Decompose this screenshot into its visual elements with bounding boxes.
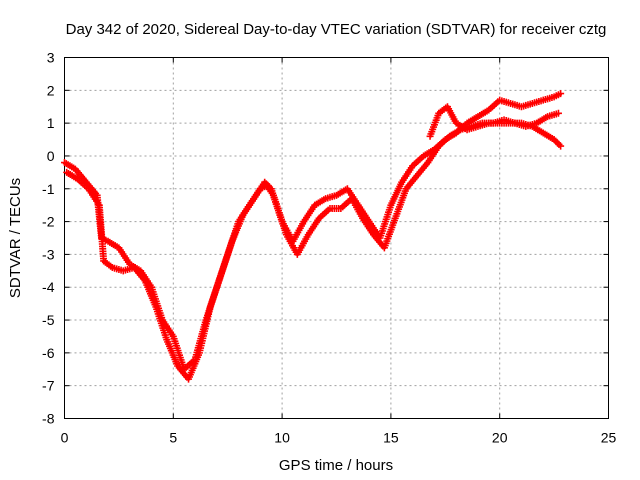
y-tick-label: -2 [42,214,55,230]
y-tick-label: 0 [47,148,55,164]
x-axis-label: GPS time / hours [279,457,393,474]
x-tick-label: 25 [601,430,617,446]
x-axis-tick-labels: 0 5 10 15 20 25 [61,430,617,446]
x-tick-label: 20 [492,430,508,446]
grid-lines [64,57,609,419]
y-axis-label: SDTVAR / TECUs [7,178,24,298]
y-tick-label: -1 [42,181,55,197]
y-tick-label: -8 [42,411,55,427]
y-tick-label: -7 [42,378,55,394]
x-tick-label: 0 [61,430,69,446]
chart-title: Day 342 of 2020, Sidereal Day-to-day VTE… [66,21,607,38]
data-point [553,139,561,147]
y-tick-label: 2 [47,82,55,98]
data-points [61,90,565,383]
x-tick-label: 5 [169,430,177,446]
y-tick-label: -3 [42,246,55,262]
x-tick-label: 10 [274,430,290,446]
data-point [557,142,565,150]
y-tick-label: -6 [42,345,55,361]
y-axis-tick-labels: -8 -7 -6 -5 -4 -3 -2 -1 0 1 2 3 [42,50,55,427]
x-tick-label: 15 [383,430,399,446]
plot-frame [64,57,609,419]
data-point [557,90,565,98]
axis-ticks [64,57,609,419]
y-tick-label: 1 [47,115,55,131]
y-tick-label: -4 [42,279,55,295]
y-tick-label: 3 [47,50,55,66]
y-tick-label: -5 [42,312,55,328]
data-point [554,109,562,117]
data-point [555,140,563,148]
